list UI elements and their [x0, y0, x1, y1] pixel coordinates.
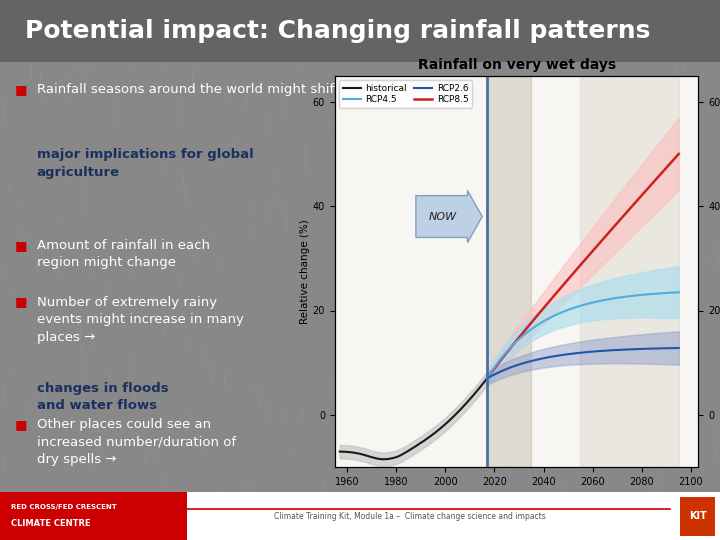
- Y-axis label: Relative change (%): Relative change (%): [300, 219, 310, 323]
- Text: major implications for global
agriculture: major implications for global agricultur…: [37, 148, 253, 179]
- Text: Rainfall seasons around the world might shift →: Rainfall seasons around the world might …: [37, 83, 359, 96]
- FancyArrow shape: [416, 191, 482, 242]
- Bar: [487, 76, 531, 467]
- Text: CLIMATE CENTRE: CLIMATE CENTRE: [11, 519, 91, 528]
- Legend: historical, RCP4.5, RCP2.6, RCP8.5: historical, RCP4.5, RCP2.6, RCP8.5: [339, 80, 472, 108]
- Text: Amount of rainfall in each
region might change: Amount of rainfall in each region might …: [37, 239, 210, 269]
- Title: Rainfall on very wet days: Rainfall on very wet days: [418, 58, 616, 72]
- Text: Other places could see an
increased number/duration of
dry spells →: Other places could see an increased numb…: [37, 418, 235, 465]
- Text: RED CROSS/FED CRESCENT: RED CROSS/FED CRESCENT: [11, 503, 117, 510]
- Text: ■: ■: [14, 418, 27, 431]
- X-axis label: Year: Year: [505, 492, 528, 502]
- Text: ■: ■: [14, 239, 27, 252]
- Text: KIT: KIT: [689, 511, 706, 521]
- Text: Number of extremely rainy
events might increase in many
places →: Number of extremely rainy events might i…: [37, 295, 243, 343]
- Text: ■: ■: [14, 83, 27, 96]
- Text: changes in floods
and water flows: changes in floods and water flows: [37, 382, 168, 413]
- Text: Climate Training Kit, Module 1a –  Climate change science and impacts: Climate Training Kit, Module 1a – Climat…: [274, 512, 545, 521]
- Text: water stress for
vulnerable populations: water stress for vulnerable populations: [37, 496, 210, 526]
- Text: NOW: NOW: [429, 212, 457, 221]
- Bar: [580, 76, 679, 467]
- Text: ■: ■: [14, 295, 27, 308]
- Text: Potential impact: Changing rainfall patterns: Potential impact: Changing rainfall patt…: [25, 19, 651, 43]
